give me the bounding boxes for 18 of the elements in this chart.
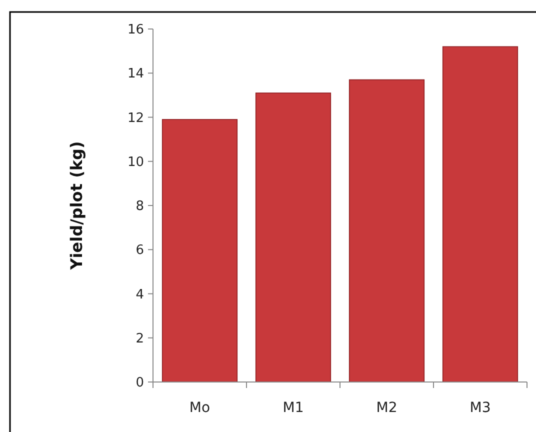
y-tick-label: 4	[136, 287, 144, 302]
y-tick-label: 8	[136, 199, 144, 214]
y-tick-label: 12	[127, 110, 144, 126]
x-tick-label: M2	[376, 400, 398, 416]
y-tick-label: 0	[136, 376, 144, 391]
y-tick-label: 14	[127, 66, 144, 82]
x-tick-label: M1	[282, 400, 304, 416]
bar	[442, 46, 518, 382]
y-axis-title: Yield/plot (kg)	[67, 141, 86, 271]
y-tick-label: 6	[136, 243, 144, 258]
bar	[162, 119, 238, 382]
y-tick-label: 2	[136, 331, 144, 346]
bar	[348, 79, 425, 382]
bar	[255, 92, 332, 382]
x-tick-label: M3	[470, 400, 491, 416]
y-tick-label: 10	[127, 154, 144, 170]
x-tick-label: Mo	[189, 400, 210, 416]
y-tick-label: 16	[127, 22, 144, 38]
